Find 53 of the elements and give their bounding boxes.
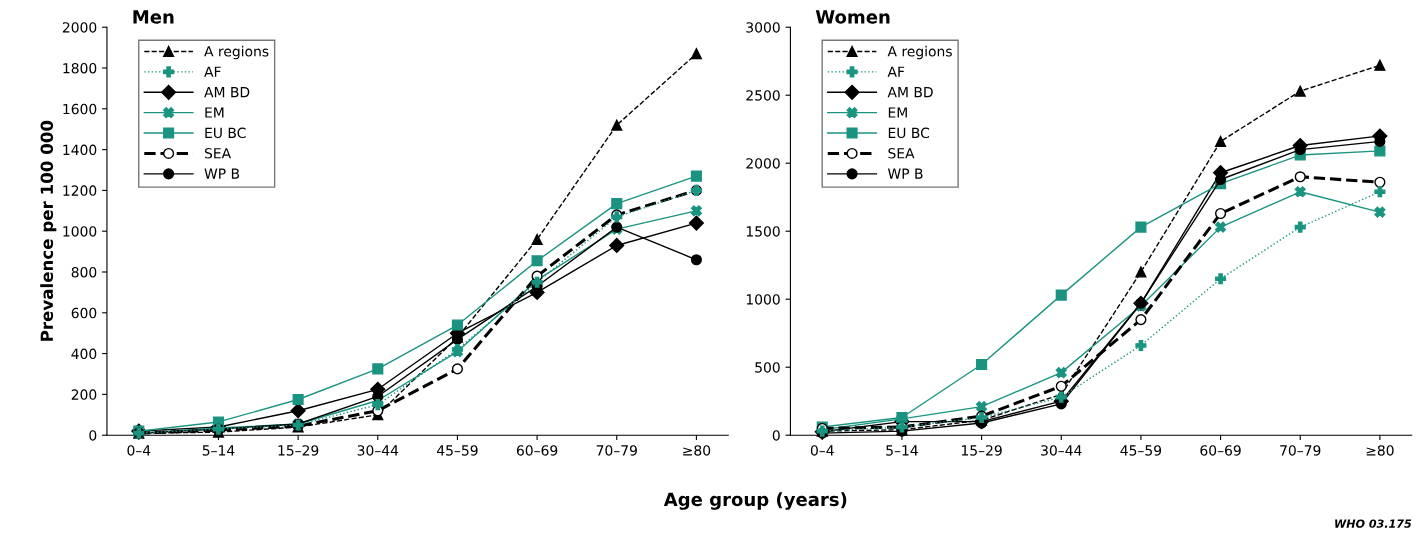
legend-label: SEA <box>204 148 231 159</box>
y-tick-label: 400 <box>71 348 97 360</box>
x-tick-label: 70–79 <box>1280 445 1321 456</box>
legend-label: A regions <box>887 45 952 60</box>
y-tick-label: 1400 <box>63 144 97 156</box>
x-axis-title: Age group (years) <box>663 492 847 510</box>
y-tick-label: 1000 <box>746 294 780 305</box>
y-tick-label: 1000 <box>63 226 97 237</box>
chart-title: Women <box>815 10 890 24</box>
x-tick-label: 30–44 <box>1041 445 1082 456</box>
x-tick-label: 15–29 <box>961 445 1002 456</box>
legend-label: EM <box>888 107 907 118</box>
y-tick-label: 1500 <box>746 226 780 237</box>
legend-label: AF <box>204 66 221 77</box>
x-tick-label: 5–14 <box>886 445 918 456</box>
x-tick-label: 70–79 <box>596 445 637 456</box>
x-tick-label: 30–44 <box>357 445 399 456</box>
legend-label: A regions <box>204 45 269 60</box>
legend-label: AM BD <box>204 87 250 98</box>
y-tick-label: 0 <box>772 430 780 441</box>
legend-label: SEA <box>888 148 915 159</box>
legend-label: AM BD <box>887 87 933 98</box>
y-tick-label: 500 <box>755 362 780 373</box>
x-tick-label: 45–59 <box>1120 445 1162 456</box>
y-tick-label: 200 <box>71 389 97 400</box>
x-tick-label: ≥80 <box>1366 445 1394 456</box>
y-tick-label: 0 <box>89 430 97 441</box>
x-tick-label: 45–59 <box>436 445 478 456</box>
y-tick-label: 2000 <box>746 158 780 169</box>
text: WHO 03.175 <box>1335 519 1412 528</box>
x-tick-label: ≥80 <box>683 445 711 456</box>
legend-label: EU BC <box>205 127 246 139</box>
y-tick-label: 3000 <box>746 22 780 33</box>
chart-title: Men <box>133 10 174 24</box>
x-tick-label: 5–14 <box>202 445 235 456</box>
y-tick-label: 800 <box>71 266 97 278</box>
x-tick-label: 60–69 <box>1200 445 1241 456</box>
legend-label: WP B <box>887 168 923 179</box>
legend-label: WP B <box>204 168 240 179</box>
y-tick-label: 2500 <box>746 90 780 101</box>
x-tick-label: 0–4 <box>810 445 834 456</box>
x-tick-label: 0–4 <box>127 445 151 456</box>
legend-label: EM <box>205 107 224 118</box>
y-tick-label: 600 <box>71 307 97 319</box>
y-tick-label: 2000 <box>62 22 97 33</box>
y-axis-title: Prevalence per 100 000 <box>40 120 57 341</box>
legend-label: AF <box>887 66 905 77</box>
y-tick-label: 1600 <box>63 103 97 115</box>
y-tick-label: 1200 <box>63 185 97 196</box>
x-tick-label: 15–29 <box>278 445 319 456</box>
y-tick-label: 1800 <box>63 62 97 74</box>
legend-label: EU BC <box>888 127 930 139</box>
x-tick-label: 60–69 <box>516 445 558 456</box>
